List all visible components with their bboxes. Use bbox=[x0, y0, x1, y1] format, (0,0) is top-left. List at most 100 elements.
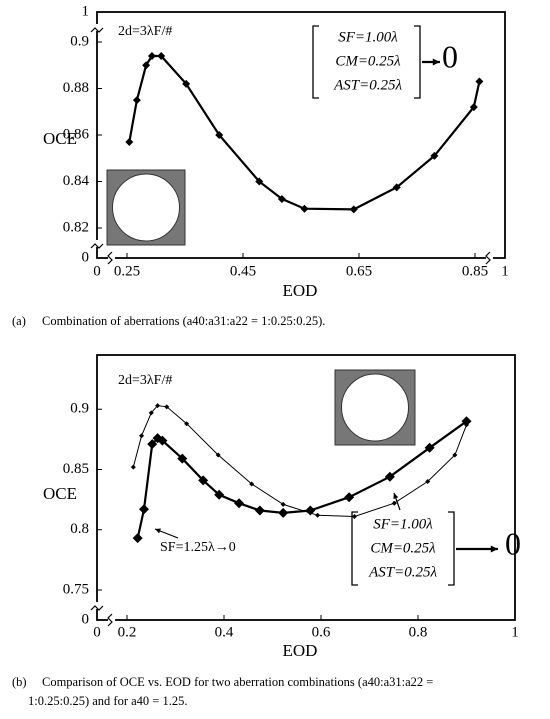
axis-break-gap bbox=[90, 24, 104, 31]
data-point bbox=[142, 61, 151, 70]
data-point bbox=[184, 421, 190, 427]
data-point bbox=[177, 453, 188, 464]
data-point bbox=[132, 533, 143, 544]
x-tick-label: 0.45 bbox=[230, 263, 256, 279]
axis-break-gap bbox=[108, 613, 115, 627]
x-tick-label: 0.2 bbox=[118, 624, 137, 640]
data-point bbox=[430, 151, 439, 160]
axis-break bbox=[90, 605, 104, 611]
data-point bbox=[344, 492, 355, 503]
bracket-right bbox=[414, 25, 421, 99]
data-point bbox=[155, 403, 161, 409]
y-tick-label: 0.86 bbox=[63, 126, 90, 142]
axis-break bbox=[107, 613, 113, 627]
data-point bbox=[349, 205, 358, 214]
axis-break-gap bbox=[108, 251, 115, 265]
data-point bbox=[475, 77, 484, 86]
y-tick-label: 0.82 bbox=[63, 219, 89, 235]
x-tick-label: 0.8 bbox=[409, 624, 428, 640]
caption-label: (b) bbox=[12, 675, 27, 689]
bracket-left bbox=[351, 511, 358, 586]
data-point bbox=[130, 464, 136, 470]
data-point bbox=[147, 51, 156, 60]
data-point bbox=[464, 422, 469, 428]
aperture-circle bbox=[341, 373, 409, 442]
data-point bbox=[461, 416, 472, 427]
axis-break bbox=[90, 27, 104, 33]
x-tick-label: 1 bbox=[501, 263, 509, 279]
arrow-head bbox=[155, 528, 161, 534]
x-tick-label: 0 bbox=[93, 624, 101, 640]
x-tick-label: 0.85 bbox=[462, 263, 488, 279]
arrow-head bbox=[393, 493, 399, 499]
caption: Comparison of OCE vs. EOD for two aberra… bbox=[42, 675, 433, 689]
x-axis-label: EOD bbox=[283, 281, 318, 300]
data-point bbox=[157, 435, 168, 446]
data-point bbox=[234, 498, 245, 509]
x-tick-label: 0.4 bbox=[215, 624, 234, 640]
y-tick-label: 0 bbox=[82, 611, 90, 627]
arrow-head bbox=[490, 545, 498, 553]
annotation: SF=1.25λ→0 bbox=[160, 540, 236, 555]
data-point bbox=[391, 500, 397, 506]
data-point bbox=[392, 183, 401, 192]
plot-frame bbox=[96, 354, 516, 621]
axis-break-gap bbox=[90, 602, 104, 609]
y-tick-label: 0.88 bbox=[63, 80, 89, 96]
aperture-circle bbox=[112, 173, 180, 242]
caption: Combination of aberrations (a40:a31:a22 … bbox=[42, 314, 325, 328]
y-tick-label: 0.85 bbox=[63, 461, 89, 477]
data-point bbox=[351, 513, 357, 519]
data-point bbox=[147, 439, 158, 450]
arrow-head bbox=[432, 58, 440, 66]
data-point bbox=[198, 475, 209, 486]
data-point bbox=[182, 79, 191, 88]
y-tick-label: 0.84 bbox=[63, 173, 90, 189]
caption: 1:0.25:0.25) and for a40 = 1.25. bbox=[28, 694, 187, 708]
annotation: 2d=3λF/# bbox=[118, 373, 172, 388]
axis-break-gap bbox=[90, 240, 104, 247]
x-tick-label: 0.25 bbox=[114, 263, 140, 279]
data-point bbox=[132, 96, 141, 105]
data-point bbox=[157, 51, 166, 60]
axis-break bbox=[90, 243, 104, 249]
data-point bbox=[215, 452, 221, 458]
annotation: 0 bbox=[442, 38, 458, 74]
x-axis-label: EOD bbox=[283, 641, 318, 660]
data-point bbox=[139, 433, 145, 439]
data-point bbox=[254, 505, 265, 516]
data-point bbox=[164, 404, 170, 410]
x-tick-label: 1 bbox=[511, 624, 519, 640]
annotation: CM=0.25λ bbox=[335, 53, 401, 69]
annotation: SF=1.00λ bbox=[373, 516, 433, 532]
data-point bbox=[125, 137, 134, 146]
y-axis-label: OCE bbox=[43, 129, 77, 148]
data-point bbox=[425, 479, 431, 485]
data-point bbox=[300, 204, 309, 213]
annotation: SF=1.00λ bbox=[338, 29, 398, 45]
annotation: CM=0.25λ bbox=[370, 540, 436, 556]
data-point bbox=[278, 507, 289, 518]
data-point bbox=[148, 410, 154, 416]
y-tick-label: 0 bbox=[82, 249, 90, 265]
annotation: 0 bbox=[505, 525, 521, 561]
data-point bbox=[280, 501, 286, 507]
y-tick-label: 0.8 bbox=[70, 521, 89, 537]
data-line bbox=[136, 420, 468, 539]
annotation: AST=0.25λ bbox=[333, 77, 402, 93]
data-point bbox=[277, 194, 286, 203]
annotation: AST=0.25λ bbox=[368, 564, 437, 580]
x-tick-label: 0.6 bbox=[312, 624, 331, 640]
y-axis-label: OCE bbox=[43, 484, 77, 503]
bracket-right bbox=[448, 511, 455, 586]
y-tick-label: 0.75 bbox=[63, 581, 89, 597]
data-point bbox=[424, 442, 435, 453]
data-point bbox=[255, 177, 264, 186]
bracket-left bbox=[312, 25, 319, 99]
axis-break-gap bbox=[486, 251, 493, 265]
axis-break bbox=[107, 251, 113, 265]
axis-break bbox=[485, 251, 491, 265]
data-point bbox=[215, 131, 224, 139]
data-point bbox=[452, 452, 458, 458]
